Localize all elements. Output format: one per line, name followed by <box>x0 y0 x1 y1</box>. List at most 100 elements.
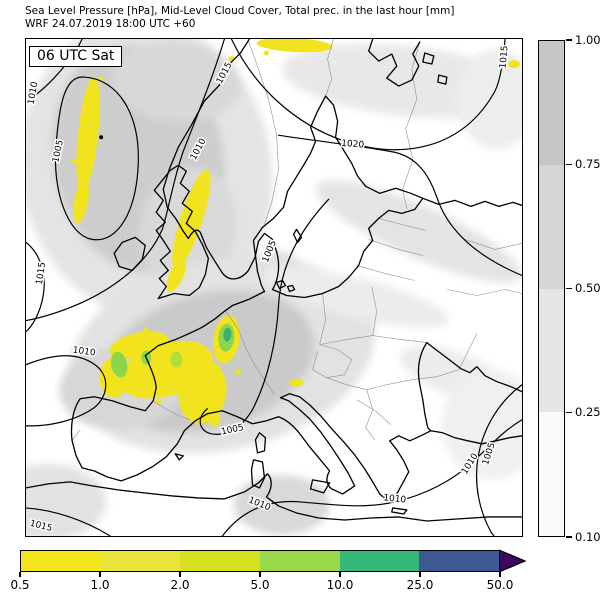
cloud-cover-colorbar-segment <box>539 412 564 536</box>
precipitation-colorbar-segment <box>339 551 420 571</box>
valid-time-box: 06 UTC Sat <box>29 46 123 67</box>
precipitation-tick <box>339 572 341 577</box>
precipitation-tick-label: 2.0 <box>170 578 190 592</box>
border-line <box>248 40 279 225</box>
chart-subtitle: WRF 24.07.2019 18:00 UTC +60 <box>25 18 196 30</box>
map-canvas: 1005101010101015101510201005101510101005… <box>26 39 522 536</box>
cloud-cover-tick-label: 0.25 <box>575 405 601 420</box>
border-line <box>356 399 391 425</box>
island-balearic <box>174 453 184 461</box>
border-line <box>356 265 415 281</box>
cloud-cover-tick-label: 0.50 <box>575 281 601 295</box>
cloud-cover-tick-label: 0.75 <box>575 156 601 171</box>
island-crete <box>391 507 408 515</box>
cloud-cover-colorbar-segment <box>539 41 564 165</box>
pressure-contour-label: 1015 <box>498 45 510 69</box>
pressure-contour-label: 1005 <box>220 423 244 438</box>
cloud-cover-colorbar-segment <box>539 288 564 413</box>
precipitation-colorbar-over-arrow <box>499 549 527 573</box>
precipitation-tick <box>19 572 21 577</box>
precipitation-tick-label: 50.0 <box>486 578 514 592</box>
cloud-cover-colorbar <box>538 40 565 537</box>
precipitation-tick <box>259 572 261 577</box>
coastline-denmark <box>254 232 280 293</box>
border-line <box>225 310 255 365</box>
island <box>275 279 287 290</box>
coastline-italy <box>277 397 356 495</box>
coastline-adriatic-greece <box>279 393 432 500</box>
contour-1015 <box>230 39 506 151</box>
pressure-contour-label: 1010 <box>72 346 96 359</box>
cloud-cover-tick <box>566 287 572 290</box>
island <box>286 284 296 293</box>
chart-title: Sea Level Pressure [hPa], Mid-Level Clou… <box>25 5 455 17</box>
contour-1015 <box>26 241 45 333</box>
coastline-scandinavia <box>162 39 522 280</box>
contour-1020 <box>277 134 522 277</box>
pressure-contour-label: 1015 <box>35 262 48 286</box>
cloud-cover-tick-label: 1.00 <box>575 32 601 47</box>
island-sardinia <box>250 459 266 489</box>
contour-1005 <box>475 384 522 536</box>
contour-1010 <box>26 39 226 322</box>
coastline-great-britain <box>153 164 210 300</box>
cloud-cover-tick <box>566 412 572 414</box>
border-line <box>371 286 378 336</box>
precipitation-tick <box>499 572 501 577</box>
country-borders <box>71 39 522 441</box>
island-sicily <box>309 479 331 494</box>
border-line <box>464 239 522 250</box>
border-line <box>154 401 191 421</box>
pressure-contour-label: 1020 <box>341 139 365 151</box>
coastline-north-africa <box>26 473 522 522</box>
cloud-cover-tick-label: 0.10 <box>575 529 601 544</box>
border-line <box>312 344 352 378</box>
contour-1005 <box>199 198 330 435</box>
pressure-contour-label: 1010 <box>383 493 407 505</box>
border-line <box>325 39 334 97</box>
cloud-cover-tick <box>566 39 572 41</box>
coastline-turkey <box>430 430 522 445</box>
precipitation-colorbar-segment <box>180 551 261 571</box>
border-line <box>368 239 423 256</box>
border-line <box>402 41 421 210</box>
lake <box>422 52 435 65</box>
precipitation-tick-label: 5.0 <box>250 578 270 592</box>
precipitation-colorbar-segment <box>419 551 500 571</box>
island-corsica <box>254 432 267 454</box>
coastline-baltic <box>271 197 424 299</box>
lake <box>437 74 448 85</box>
precipitation-colorbar-segment <box>21 551 101 571</box>
precipitation-tick-label: 25.0 <box>406 578 434 592</box>
border-line <box>326 369 459 391</box>
pressure-contours <box>26 39 522 536</box>
border-line <box>319 335 373 345</box>
contour-1010 <box>221 419 522 536</box>
precipitation-colorbar-segment <box>100 551 181 571</box>
border-line <box>365 389 375 440</box>
precipitation-tick <box>419 572 421 577</box>
coastline-kola-white-sea <box>368 39 421 87</box>
border-line <box>446 289 522 296</box>
precipitation-colorbar-segment <box>260 551 340 571</box>
contour-1005-low <box>54 76 139 241</box>
cloud-cover-tick <box>566 536 572 538</box>
low-center-dot <box>99 135 104 140</box>
border-line <box>372 335 427 343</box>
map-panel: 1005 1010 1010 1015 1015 1020 1005 1015 1010 1005… <box>25 38 523 537</box>
coastlines <box>26 39 522 522</box>
precipitation-tick-label: 0.5 <box>10 578 30 592</box>
precipitation-tick <box>179 572 181 577</box>
border-line <box>458 333 478 370</box>
precipitation-colorbar <box>20 550 500 572</box>
cloud-cover-colorbar-segment <box>539 164 564 289</box>
contour-1010 <box>26 355 107 427</box>
cloud-cover-tick <box>566 163 572 165</box>
coastline-black-sea <box>417 341 522 432</box>
coastline-west-europe <box>70 290 280 482</box>
precipitation-tick <box>99 572 101 577</box>
border-line <box>378 218 426 231</box>
contour-1015 <box>26 507 111 536</box>
border-line <box>71 429 81 441</box>
